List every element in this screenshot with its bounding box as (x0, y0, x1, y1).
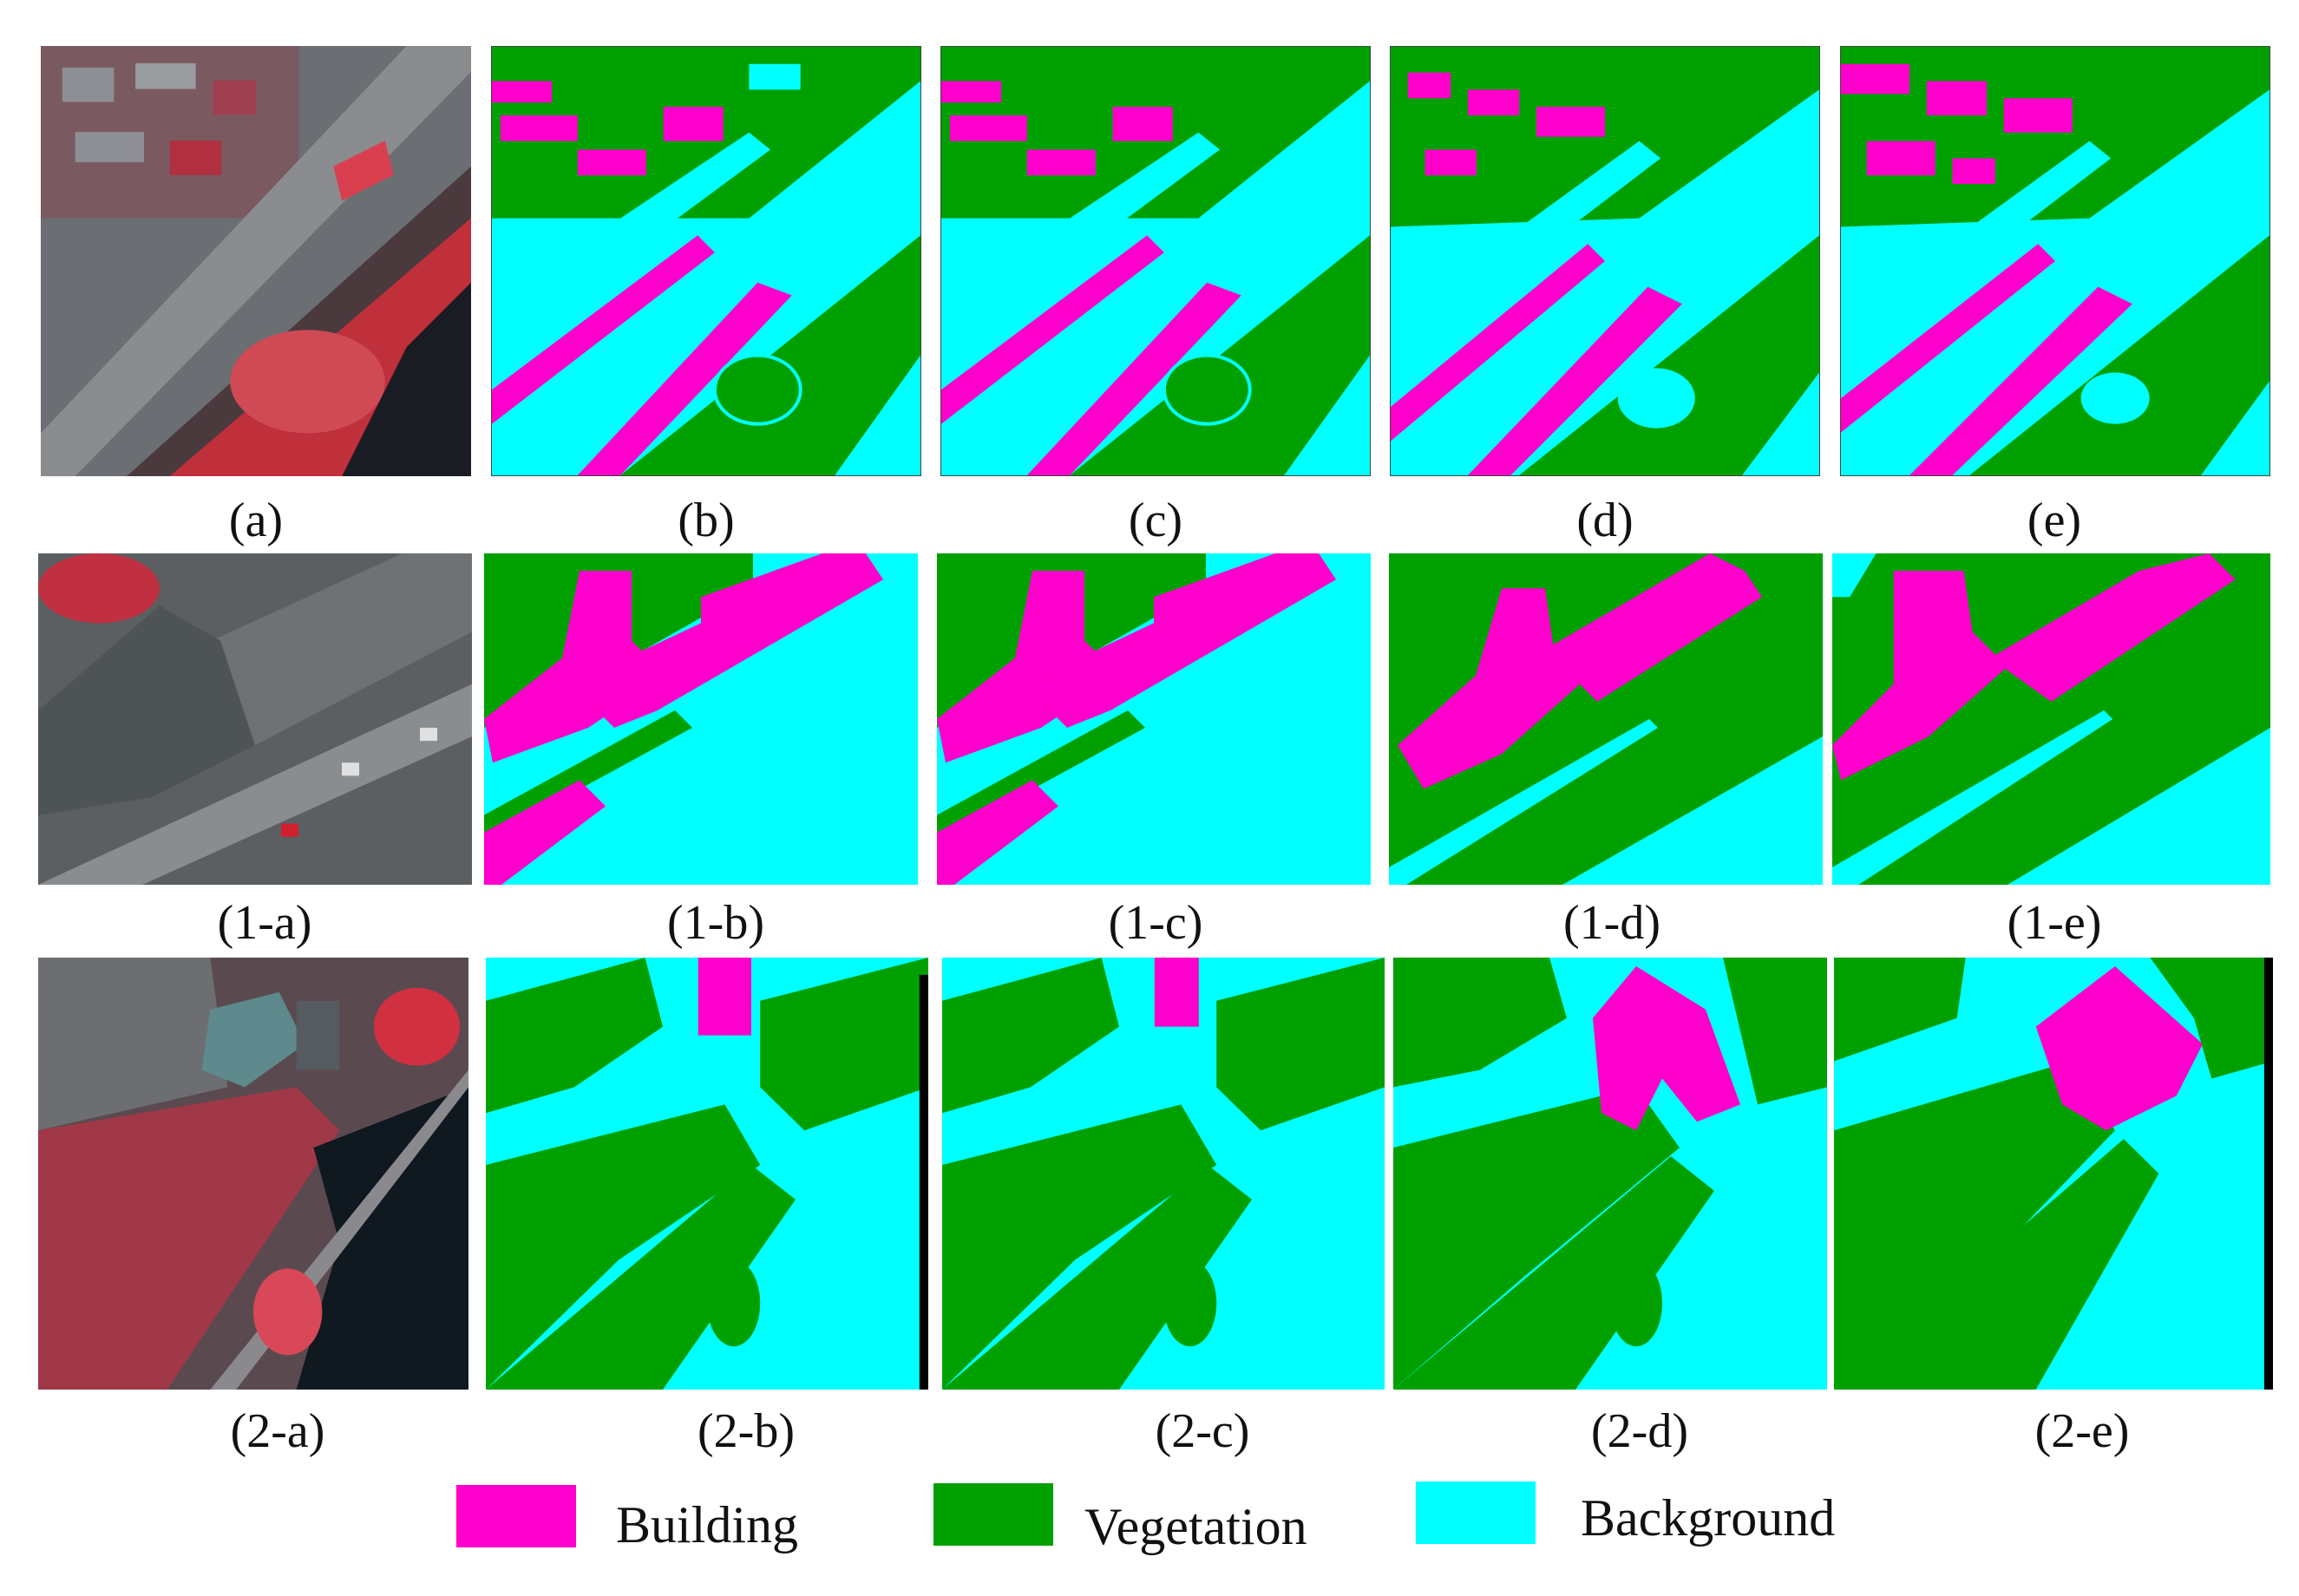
legend-label-building: Building (616, 1496, 799, 1553)
caption-1-c: (1-c) (1108, 896, 1203, 950)
segmentation-1-e (1832, 553, 2270, 885)
segmentation-2-b (486, 958, 928, 1390)
segmentation-2-d (1393, 958, 1827, 1390)
segmentation-1-b (484, 553, 918, 885)
caption-2-a: (2-a) (230, 1404, 325, 1458)
segmentation-1-d (1389, 553, 1823, 885)
caption-a: (a) (228, 494, 284, 547)
segmentation-d (1390, 46, 1820, 476)
legend-swatch-vegetation (933, 1483, 1053, 1546)
caption-e: (e) (2027, 494, 2082, 547)
caption-1-e: (1-e) (2007, 896, 2102, 950)
segmentation-c (940, 46, 1371, 476)
caption-d: (d) (1576, 494, 1634, 547)
segmentation-e (1840, 46, 2270, 476)
caption-2-d: (2-d) (1591, 1404, 1688, 1458)
caption-2-b: (2-b) (698, 1404, 795, 1458)
legend-swatch-building (456, 1485, 576, 1547)
caption-2-c: (2-c) (1155, 1404, 1250, 1458)
image-2-a (38, 958, 468, 1390)
segmentation-2-c (942, 958, 1385, 1390)
caption-1-d: (1-d) (1563, 896, 1660, 950)
image-1-a (38, 553, 472, 885)
legend-label-background: Background (1581, 1489, 1836, 1547)
segmentation-2-e (1834, 958, 2273, 1390)
legend-label-vegetation: Vegetation (1084, 1498, 1307, 1555)
segmentation-1-c (937, 553, 1371, 885)
caption-c: (c) (1128, 494, 1183, 547)
image-a (41, 46, 471, 476)
caption-1-b: (1-b) (667, 896, 764, 950)
legend-swatch-background (1416, 1482, 1536, 1544)
caption-1-a: (1-a) (217, 896, 312, 950)
segmentation-b (491, 46, 921, 476)
caption-2-e: (2-e) (2034, 1404, 2130, 1458)
caption-b: (b) (678, 494, 735, 547)
